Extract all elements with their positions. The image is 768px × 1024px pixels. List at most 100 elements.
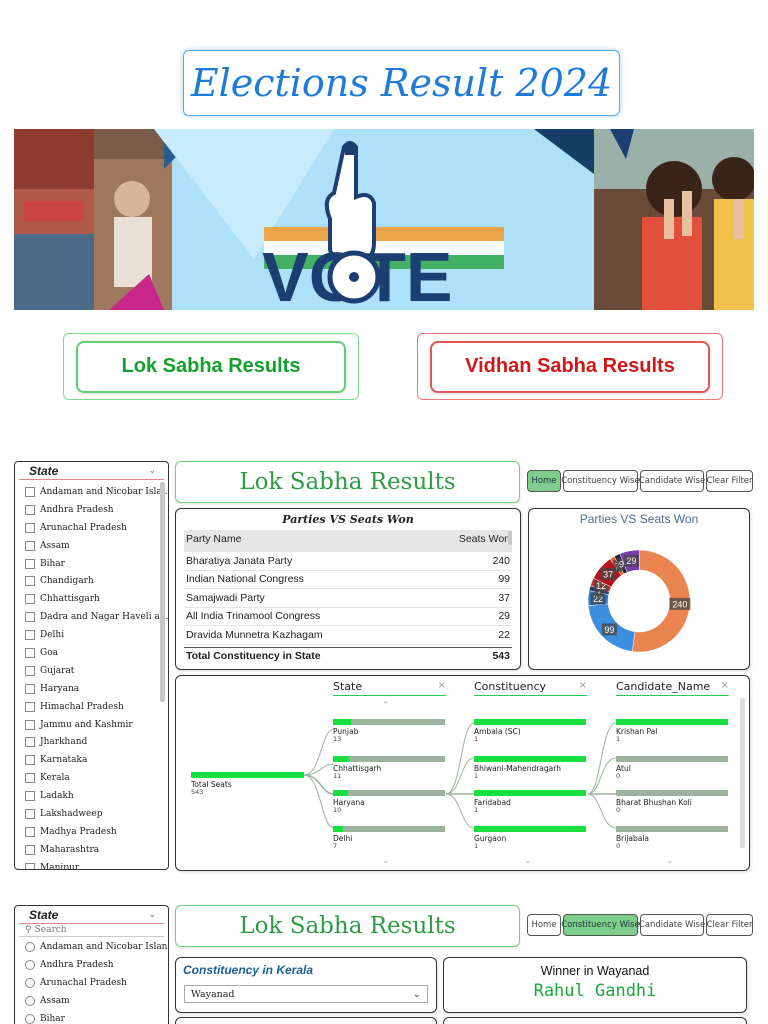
checkbox[interactable] bbox=[25, 522, 35, 533]
chevron-down-icon[interactable]: ⌄ bbox=[382, 856, 390, 866]
slicer-item[interactable]: Andaman and Nicobar Isla... bbox=[25, 483, 168, 501]
decomp-node[interactable]: Faridabad 1 bbox=[474, 790, 586, 814]
slicer-item[interactable]: Goa bbox=[25, 644, 168, 662]
table-row[interactable]: All India Trinamool Congress 29 bbox=[184, 608, 512, 626]
state-slicer-2[interactable]: State ⌄ ⚲ Search Andaman and Nicobar Isl… bbox=[14, 905, 169, 1024]
checkbox[interactable] bbox=[25, 612, 35, 623]
search-input[interactable]: Search bbox=[34, 925, 67, 935]
checkbox[interactable] bbox=[25, 594, 35, 605]
slicer-item[interactable]: Karnataka bbox=[25, 751, 168, 769]
tab-clear-filter-2[interactable]: Clear Filter bbox=[706, 914, 753, 936]
col-seats-won[interactable]: Seats Won bbox=[458, 533, 510, 545]
radio-button[interactable] bbox=[25, 995, 35, 1006]
slicer-item[interactable]: Ladakh bbox=[25, 787, 168, 805]
decomp-node[interactable]: Ambala (SC) 1 bbox=[474, 719, 586, 743]
decomp-scrollbar[interactable] bbox=[740, 698, 745, 848]
close-icon[interactable]: × bbox=[437, 680, 446, 691]
checkbox[interactable] bbox=[25, 683, 35, 694]
tab-candidate-wise[interactable]: Candidate Wise bbox=[639, 470, 705, 492]
chevron-down-icon[interactable]: ⌄ bbox=[666, 856, 674, 866]
slicer-item[interactable]: Lakshadweep bbox=[25, 805, 168, 823]
tab-home-2[interactable]: Home bbox=[527, 914, 561, 936]
slicer-search-box[interactable]: ⚲ Search bbox=[19, 924, 164, 937]
slicer-item[interactable]: Himachal Pradesh bbox=[25, 698, 168, 716]
slicer-item[interactable]: Arunachal Pradesh bbox=[25, 974, 168, 992]
decomp-node[interactable]: Chhattisgarh 11 bbox=[333, 756, 445, 780]
slicer-item[interactable]: Haryana bbox=[25, 680, 168, 698]
tab-home[interactable]: Home bbox=[527, 470, 561, 492]
donut-chart[interactable]: 2409922712377929 bbox=[529, 526, 750, 666]
checkbox[interactable] bbox=[25, 701, 35, 712]
slicer-item[interactable]: Dadra and Nagar Haveli an... bbox=[25, 608, 168, 626]
slicer-item[interactable]: Gujarat bbox=[25, 662, 168, 680]
vidhan-sabha-results-button[interactable]: Vidhan Sabha Results bbox=[417, 333, 723, 400]
slicer-item[interactable]: Andhra Pradesh bbox=[25, 501, 168, 519]
state-slicer[interactable]: State ⌄ Andaman and Nicobar Isla... Andhr… bbox=[14, 461, 169, 870]
table-row[interactable]: Dravida Munnetra Kazhagam 22 bbox=[184, 626, 512, 645]
decomp-root-node[interactable]: Total Seats 543 bbox=[191, 772, 304, 796]
slicer-item[interactable]: Bihar bbox=[25, 555, 168, 573]
decomp-node[interactable]: Delhi 7 bbox=[333, 826, 445, 850]
table-scrollbar[interactable] bbox=[508, 531, 512, 545]
checkbox[interactable] bbox=[25, 540, 35, 551]
checkbox[interactable] bbox=[25, 862, 35, 869]
checkbox[interactable] bbox=[25, 791, 35, 802]
table-row[interactable]: Bharatiya Janata Party 240 bbox=[184, 552, 512, 571]
table-row[interactable]: Samajwadi Party 37 bbox=[184, 589, 512, 608]
slicer-item[interactable]: Jammu and Kashmir bbox=[25, 716, 168, 734]
col-party-name[interactable]: Party Name bbox=[186, 533, 242, 545]
slicer-item[interactable]: Madhya Pradesh bbox=[25, 823, 168, 841]
decomp-node[interactable]: Punjab 13 bbox=[333, 719, 445, 743]
slicer-item[interactable]: Kerala bbox=[25, 769, 168, 787]
slicer-item[interactable]: Chhattisgarh bbox=[25, 590, 168, 608]
checkbox[interactable] bbox=[25, 808, 35, 819]
lok-sabha-results-button[interactable]: Lok Sabha Results bbox=[63, 333, 359, 400]
checkbox[interactable] bbox=[25, 504, 35, 515]
tab-constituency-wise-2[interactable]: Constituency Wise bbox=[561, 914, 640, 936]
slicer-scrollbar[interactable] bbox=[160, 482, 165, 702]
checkbox[interactable] bbox=[25, 773, 35, 784]
slicer-item[interactable]: Delhi bbox=[25, 626, 168, 644]
chevron-up-icon[interactable]: ⌃ bbox=[382, 701, 390, 711]
decomp-node[interactable]: Krishan Pal 1 bbox=[616, 719, 728, 743]
slicer-item[interactable]: Andhra Pradesh bbox=[25, 956, 168, 974]
decomp-node[interactable]: Haryana 10 bbox=[333, 790, 445, 814]
slicer-item[interactable]: Bihar bbox=[25, 1010, 168, 1024]
slicer-item[interactable]: Assam bbox=[25, 537, 168, 555]
checkbox[interactable] bbox=[25, 558, 35, 569]
checkbox[interactable] bbox=[25, 630, 35, 641]
checkbox[interactable] bbox=[25, 486, 35, 497]
decomp-node[interactable]: Gurgaon 1 bbox=[474, 826, 586, 850]
checkbox[interactable] bbox=[25, 665, 35, 676]
checkbox[interactable] bbox=[25, 826, 35, 837]
close-icon[interactable]: × bbox=[578, 680, 587, 691]
radio-button[interactable] bbox=[25, 977, 35, 988]
slicer-item[interactable]: Maharashtra bbox=[25, 841, 168, 859]
decomp-node[interactable]: Bharat Bhushan Koli 0 bbox=[616, 790, 728, 814]
slicer-item[interactable]: Andaman and Nicobar Islands bbox=[25, 938, 168, 956]
table-row[interactable]: Indian National Congress 99 bbox=[184, 571, 512, 589]
tab-candidate-wise-2[interactable]: Candidate Wise bbox=[639, 914, 705, 936]
checkbox[interactable] bbox=[25, 755, 35, 766]
chevron-down-icon[interactable]: ⌄ bbox=[524, 856, 532, 866]
chevron-down-icon[interactable]: ⌄ bbox=[148, 466, 156, 476]
checkbox[interactable] bbox=[25, 737, 35, 748]
slicer-item[interactable]: Arunachal Pradesh bbox=[25, 519, 168, 537]
slicer-item[interactable]: Chandigarh bbox=[25, 572, 168, 590]
close-icon[interactable]: × bbox=[720, 680, 729, 691]
slicer-item[interactable]: Manipur bbox=[25, 859, 168, 869]
tab-constituency-wise[interactable]: Constituency Wise bbox=[561, 470, 640, 492]
radio-button[interactable] bbox=[25, 1013, 35, 1024]
donut-slice[interactable] bbox=[631, 549, 691, 653]
constituency-dropdown[interactable]: Wayanad ⌄ bbox=[184, 985, 428, 1003]
slicer-item[interactable]: Assam bbox=[25, 992, 168, 1010]
slicer-item[interactable]: Jharkhand bbox=[25, 733, 168, 751]
decomp-node[interactable]: Atul 0 bbox=[616, 756, 728, 780]
checkbox[interactable] bbox=[25, 719, 35, 730]
decomp-node[interactable]: Brijabala 0 bbox=[616, 826, 728, 850]
checkbox[interactable] bbox=[25, 647, 35, 658]
checkbox[interactable] bbox=[25, 844, 35, 855]
radio-button[interactable] bbox=[25, 959, 35, 970]
radio-button[interactable] bbox=[25, 941, 35, 952]
tab-clear-filter[interactable]: Clear Filter bbox=[706, 470, 753, 492]
